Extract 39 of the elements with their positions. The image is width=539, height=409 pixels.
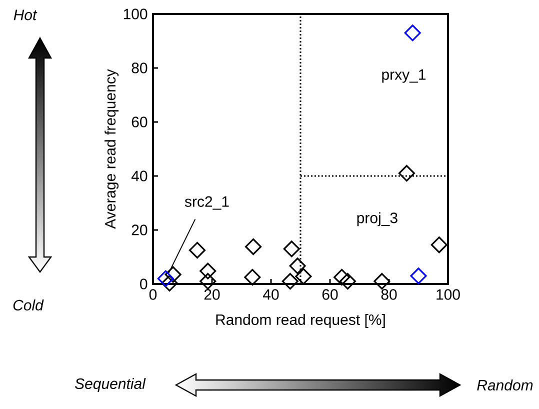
point (245, 238, 262, 256)
point (200, 262, 216, 280)
text: Cold (13, 299, 44, 310)
x-axis-title: Random read request [%] (216, 314, 385, 328)
point (282, 272, 298, 290)
text: Sequential (74, 378, 146, 392)
point (283, 240, 300, 258)
point (374, 272, 390, 290)
text: Hot (14, 10, 38, 20)
annotation: prxy_1 (382, 69, 426, 83)
point (289, 258, 306, 274)
annotation: src2_1 (184, 196, 229, 210)
x-tick-label: 60 (322, 289, 338, 300)
point (164, 266, 182, 283)
y-tick-label: 100 (124, 8, 148, 20)
x-tick-label: 0 (149, 289, 157, 300)
x-tick-label: 20 (204, 289, 220, 300)
y-tick-label: 80 (132, 62, 148, 74)
point (157, 270, 174, 287)
y-tick-label: 0 (140, 278, 148, 290)
text: Random (477, 379, 533, 390)
x-tick-label: 80 (381, 289, 397, 300)
point (430, 236, 448, 254)
y-axis-title: Average read frequency (104, 69, 119, 229)
point (295, 268, 312, 285)
point (334, 268, 350, 286)
point (398, 164, 415, 182)
y-tick-label: 40 (131, 170, 148, 182)
x-tick-label: 40 (263, 289, 279, 300)
point (200, 272, 216, 290)
annotation: proj_3 (357, 212, 398, 226)
point (188, 242, 206, 259)
y-tick-label: 20 (132, 224, 148, 236)
point (404, 24, 421, 42)
y-tick-label: 60 (132, 116, 148, 128)
x-tick-label: 100 (436, 289, 460, 300)
point (244, 268, 261, 286)
point (339, 272, 356, 290)
point (410, 268, 427, 284)
